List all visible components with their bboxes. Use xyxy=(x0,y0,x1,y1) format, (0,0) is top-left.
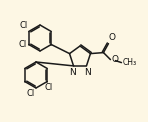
Text: O: O xyxy=(111,55,118,64)
Text: O: O xyxy=(109,33,116,42)
Text: Cl: Cl xyxy=(18,40,27,49)
Text: CH₃: CH₃ xyxy=(122,58,137,67)
Text: Cl: Cl xyxy=(27,89,35,98)
Text: N: N xyxy=(69,68,75,77)
Text: N: N xyxy=(85,68,91,77)
Text: Cl: Cl xyxy=(20,20,28,30)
Text: Cl: Cl xyxy=(44,83,52,92)
